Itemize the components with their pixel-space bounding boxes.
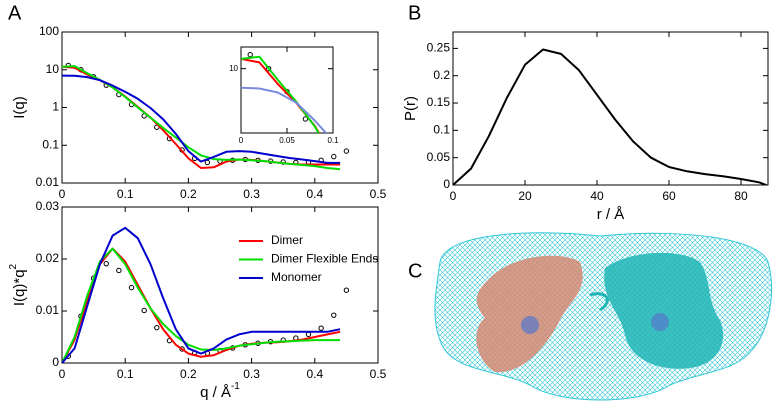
y-axis-label-text: I(q)*q <box>11 269 28 306</box>
data-line <box>62 65 341 171</box>
y-tick-label: 1 <box>52 100 59 114</box>
x-tick-label: 0.2 <box>180 187 197 201</box>
data-point <box>302 116 309 122</box>
x-axis-label-text: q / Å <box>200 384 231 401</box>
x-axis-label-sup: -1 <box>231 381 240 392</box>
data-point <box>179 346 185 352</box>
data-line <box>62 74 341 164</box>
y-tick-label: 0.05 <box>427 150 451 164</box>
data-point <box>265 65 272 72</box>
data-point <box>141 307 147 314</box>
data-line <box>241 86 328 133</box>
data-line <box>453 48 767 185</box>
x-tick-label: 0.1 <box>327 136 339 145</box>
y-tick-label: 0.01 <box>36 175 60 189</box>
panel-label: B <box>408 2 421 24</box>
x-tick-label: 0.5 <box>370 367 387 381</box>
x-tick-label: 0 <box>450 189 457 203</box>
data-point <box>343 287 350 293</box>
data-point <box>331 153 337 160</box>
plot-series <box>453 48 767 185</box>
data-point <box>154 324 160 331</box>
y-axis-label: I(q) <box>11 96 28 119</box>
x-tick-label: 40 <box>590 189 604 203</box>
x-tick-label: 0.3 <box>243 367 260 381</box>
plot-frame <box>61 206 379 364</box>
data-point <box>343 148 350 154</box>
structure-image <box>434 232 772 401</box>
y-tick-label: 0.01 <box>36 303 60 317</box>
x-tick-label: 80 <box>734 189 748 203</box>
y-tick-label: 10 <box>46 62 60 76</box>
legend-label: Dimer <box>271 233 303 247</box>
y-axis-label-text: I(q) <box>11 96 28 119</box>
plot-series <box>241 51 328 133</box>
x-tick-label: 0.1 <box>117 367 134 381</box>
y-tick-label: 0.1 <box>433 123 450 137</box>
x-tick-label: 60 <box>662 189 676 203</box>
x-tick-label: 0 <box>59 367 66 381</box>
legend-label: Dimer Flexible Ends <box>271 252 378 266</box>
x-axis-label: r / Å <box>597 206 625 223</box>
panel-label: C <box>408 260 422 282</box>
legend-label: Monomer <box>271 270 322 284</box>
x-tick-label: 20 <box>518 189 532 203</box>
data-point <box>103 260 109 267</box>
plot-frame <box>452 31 769 186</box>
y-tick-label: 0.03 <box>36 199 60 213</box>
x-tick-label: 0.5 <box>370 187 387 201</box>
plot-series <box>62 226 350 363</box>
data-line <box>241 55 320 133</box>
plot-series <box>62 62 350 171</box>
data-point <box>318 325 324 331</box>
x-tick-label: 0.1 <box>117 187 134 201</box>
x-tick-label: 0.3 <box>243 187 260 201</box>
x-axis-label: q / Å-1 <box>200 381 240 401</box>
y-tick-label: 0.15 <box>427 95 451 109</box>
y-axis-label: P(r) <box>402 96 419 121</box>
y-axis-label-sup: 2 <box>8 263 19 269</box>
data-point <box>116 267 122 274</box>
y-tick-label: 0 <box>52 355 59 369</box>
data-point <box>331 312 337 318</box>
x-tick-label: 0 <box>239 136 244 145</box>
y-axis-label: I(q)*q2 <box>8 263 28 306</box>
x-axis-label-text: r / Å <box>597 206 625 223</box>
x-tick-label: 0.05 <box>279 136 295 145</box>
y-tick-label: 0.1 <box>42 137 59 151</box>
y-tick-label: 10 <box>229 64 238 73</box>
y-tick-label: 0.25 <box>427 41 451 55</box>
x-tick-label: 0.2 <box>180 367 197 381</box>
y-tick-label: 0.02 <box>36 251 60 265</box>
y-axis-label-text: P(r) <box>402 96 419 121</box>
y-tick-label: 0.2 <box>433 68 450 82</box>
y-tick-label: 0 <box>443 177 450 191</box>
y-tick-label: 100 <box>39 24 59 38</box>
data-line <box>62 247 341 363</box>
panel-label: A <box>8 2 22 24</box>
data-point <box>128 284 135 291</box>
x-tick-label: 0.4 <box>306 367 323 381</box>
data-line <box>62 226 341 363</box>
x-tick-label: 0.4 <box>306 187 323 201</box>
x-tick-label: 0 <box>59 187 66 201</box>
